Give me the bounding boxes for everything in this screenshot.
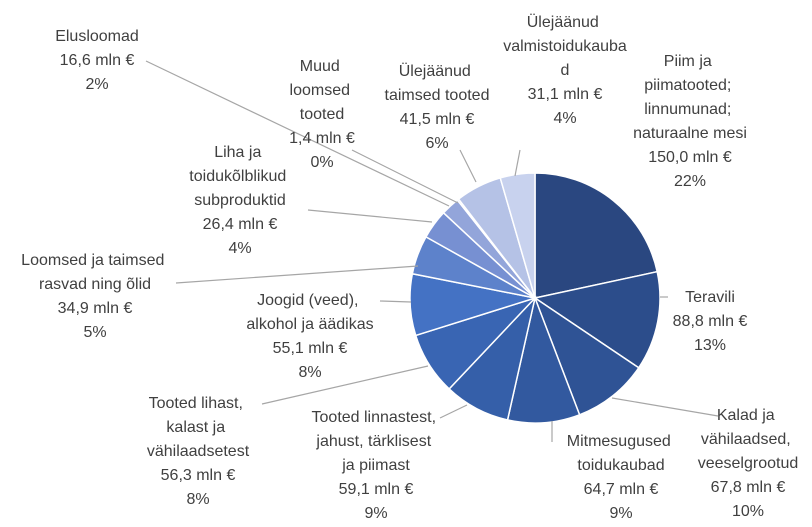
slice-label: Mitmesugused toidukaubad (567, 433, 676, 474)
slice-label: Ülejäänud taimsed tooted (385, 62, 490, 104)
slice-label: Loomsed ja taimsed rasvad ning õlid (21, 252, 169, 293)
leader-line (351, 149, 459, 204)
value-label: 56,3 mln € (161, 467, 236, 484)
slice-label: Elusloomad (55, 28, 139, 45)
percent-label: 9% (364, 505, 387, 522)
leader-line (439, 404, 468, 419)
percent-label: 10% (732, 503, 764, 520)
value-label: 1,4 mln € (289, 130, 355, 147)
slice-label: Joogid (veed), alkohol ja äädikas (246, 292, 373, 333)
percent-label: 9% (609, 505, 632, 522)
percent-label: 0% (310, 154, 333, 171)
slice-label: Piim ja piimatooted; linnumunad; naturaa… (633, 53, 747, 142)
value-label: 88,8 mln € (673, 313, 748, 330)
leader-line (379, 300, 412, 303)
percent-label: 8% (298, 364, 321, 381)
pie-slice (533, 270, 661, 369)
leader-line (145, 60, 450, 207)
percent-label: 6% (425, 135, 448, 152)
leader-line (514, 149, 521, 177)
value-label: 59,1 mln € (339, 481, 414, 498)
value-label: 26,4 mln € (203, 216, 278, 233)
percent-label: 2% (85, 76, 108, 93)
value-label: 16,6 mln € (60, 52, 135, 69)
percent-label: 4% (228, 240, 251, 257)
leader-line (459, 149, 477, 183)
value-label: 64,7 mln € (584, 481, 659, 498)
value-label: 55,1 mln € (273, 340, 348, 357)
slice-label: Liha ja toidukõlblikud subproduktid (189, 144, 290, 209)
pie-slice (499, 172, 536, 299)
percent-label: 4% (553, 110, 576, 127)
slice-label: Tooted linnastest, jahust, tärklisest ja… (312, 409, 441, 474)
value-label: 67,8 mln € (711, 479, 786, 496)
percent-label: 13% (694, 337, 726, 354)
value-label: 31,1 mln € (528, 86, 603, 103)
slice-label: Teravili (685, 289, 735, 306)
slice-label: Muud loomsed tooted (290, 58, 355, 123)
percent-label: 5% (83, 324, 106, 341)
slice-label: Ülejäänud valmistoidukauba d (503, 13, 627, 79)
pie-slice (534, 172, 659, 299)
percent-label: 8% (186, 491, 209, 508)
value-label: 150,0 mln € (648, 149, 732, 166)
value-label: 34,9 mln € (58, 300, 133, 317)
leader-line (175, 265, 419, 284)
percent-label: 22% (674, 173, 706, 190)
leader-line (611, 397, 719, 417)
slice-label: Kalad ja vähilaadsed, veeselgrootud (698, 407, 799, 472)
leader-line (307, 209, 433, 223)
value-label: 41,5 mln € (400, 111, 475, 128)
pie-slice (533, 296, 640, 416)
leader-line (261, 365, 429, 405)
slice-label: Tooted lihast, kalast ja vähilaadsetest (147, 395, 250, 460)
